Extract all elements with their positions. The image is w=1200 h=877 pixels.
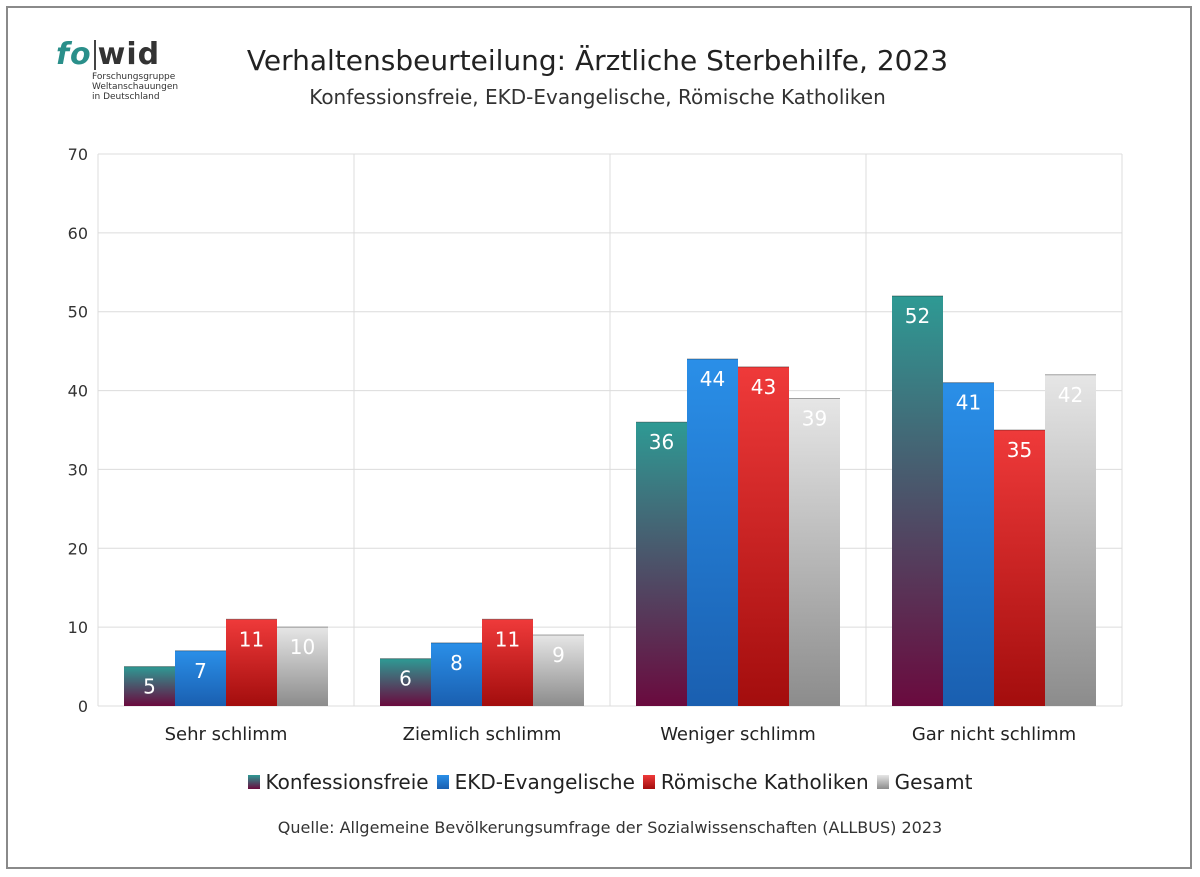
data-label: 10: [290, 635, 315, 659]
chart-title: Verhaltensbeurteilung: Ärztliche Sterbeh…: [246, 44, 949, 77]
y-tick-label: 60: [68, 224, 88, 243]
legend-swatch: [247, 775, 260, 789]
data-label: 11: [239, 627, 264, 651]
chart-legend: Konfessionsfreie EKD-Evangelische Römische…: [0, 770, 1200, 794]
legend-item: Konfessionsfreie: [247, 770, 429, 794]
bar-gesamt-3: [1045, 374, 1096, 706]
bar-ekd-evangelische-2: [687, 359, 738, 706]
legend-label: Konfessionsfreie: [265, 770, 429, 794]
logo-line-2: Weltanschauungen: [92, 82, 179, 92]
logo-line-1: Forschungsgruppe: [92, 72, 176, 82]
legend-swatch: [436, 775, 449, 789]
data-label: 36: [649, 430, 674, 454]
y-tick-label: 0: [78, 697, 88, 716]
bar-konfessionsfreie-3: [892, 295, 943, 706]
x-tick-label: Weniger schlimm: [660, 724, 816, 745]
y-tick-label: 40: [68, 382, 88, 401]
bar-r-mische-katholiken-2: [738, 366, 789, 706]
logo-fo: fo: [56, 37, 92, 72]
source-note: Quelle: Allgemeine Bevölkerungsumfrage d…: [277, 818, 943, 837]
legend-label: Gesamt: [894, 770, 973, 794]
y-tick-label: 50: [68, 303, 88, 322]
x-tick-label: Ziemlich schlimm: [403, 724, 562, 745]
y-tick-label: 30: [68, 460, 88, 479]
y-tick-label: 70: [68, 145, 88, 164]
chart-subtitle: Konfessionsfreie, EKD-Evangelische, Römi…: [309, 85, 886, 109]
legend-swatch: [642, 775, 655, 789]
bar-ekd-evangelische-3: [943, 382, 994, 706]
data-label: 41: [956, 391, 981, 415]
legend-item: Römische Katholiken: [642, 770, 869, 794]
data-label: 9: [552, 643, 565, 667]
data-label: 7: [194, 659, 207, 683]
x-tick-label: Gar nicht schlimm: [912, 724, 1076, 745]
bar-konfessionsfreie-0: [124, 666, 175, 706]
data-label: 44: [700, 367, 725, 391]
legend-label: Römische Katholiken: [660, 770, 869, 794]
data-label: 5: [143, 675, 156, 699]
data-label: 35: [1007, 438, 1032, 462]
y-tick-label: 20: [68, 539, 88, 558]
bar-r-mische-katholiken-0: [226, 619, 277, 706]
legend-label: EKD-Evangelische: [454, 770, 635, 794]
data-label: 6: [399, 667, 412, 691]
logo-line-3: in Deutschland: [92, 92, 160, 102]
data-label: 43: [751, 375, 776, 399]
bar-r-mische-katholiken-3: [994, 430, 1045, 706]
data-label: 39: [802, 406, 827, 430]
logo-wid: wid: [97, 37, 161, 72]
data-label: 8: [450, 651, 463, 675]
bar-konfessionsfreie-1: [380, 658, 431, 706]
bar-gesamt-0: [277, 627, 328, 706]
y-tick-label: 10: [68, 618, 88, 637]
bar-ekd-evangelische-1: [431, 642, 482, 706]
data-label: 42: [1058, 383, 1083, 407]
legend-swatch: [876, 775, 889, 789]
bar-r-mische-katholiken-1: [482, 619, 533, 706]
bar-konfessionsfreie-2: [636, 422, 687, 706]
x-tick-label: Sehr schlimm: [165, 724, 288, 745]
legend-item: Gesamt: [876, 770, 973, 794]
bar-gesamt-1: [533, 635, 584, 706]
bar-gesamt-2: [789, 398, 840, 706]
bar-ekd-evangelische-0: [175, 650, 226, 706]
data-label: 52: [905, 304, 930, 328]
legend-item: EKD-Evangelische: [436, 770, 635, 794]
fowid-logo: fo wid Forschungsgruppe Weltanschauungen …: [56, 40, 186, 120]
data-label: 11: [495, 627, 520, 651]
